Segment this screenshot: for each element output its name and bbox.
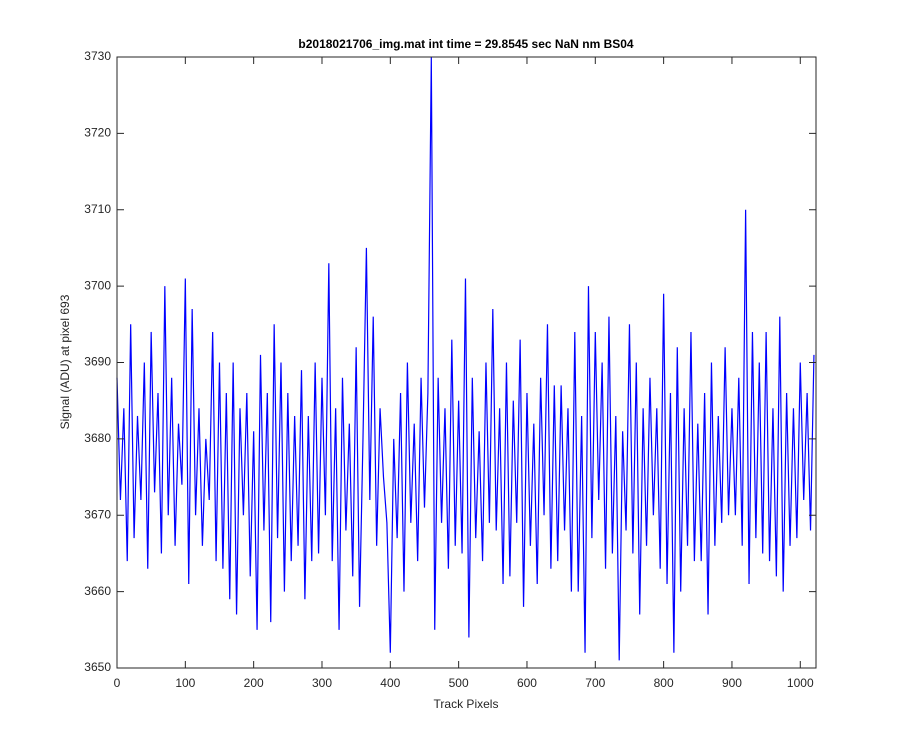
x-tick-label: 500 xyxy=(449,676,469,690)
y-tick-label: 3650 xyxy=(84,660,111,674)
x-axis-label: Track Pixels xyxy=(434,697,499,711)
x-tick-label: 300 xyxy=(312,676,332,690)
data-line xyxy=(116,56,815,661)
x-tick-label: 100 xyxy=(175,676,195,690)
y-axis-label: Signal (ADU) at pixel 693 xyxy=(58,294,72,429)
chart-title: b2018021706_img.mat int time = 29.8545 s… xyxy=(298,37,634,51)
x-tick-label: 600 xyxy=(517,676,537,690)
y-tick-label: 3700 xyxy=(84,278,111,292)
x-tick-label: 200 xyxy=(244,676,264,690)
x-tick-label: 400 xyxy=(380,676,400,690)
y-tick-label: 3730 xyxy=(84,49,111,63)
y-tick-label: 3710 xyxy=(84,202,111,216)
x-tick-label: 700 xyxy=(585,676,605,690)
y-tick-label: 3720 xyxy=(84,126,111,140)
x-tick-label: 0 xyxy=(114,676,121,690)
y-tick-label: 3670 xyxy=(84,507,111,521)
x-tick-label: 1000 xyxy=(787,676,814,690)
y-tick-label: 3660 xyxy=(84,584,111,598)
x-tick-label: 800 xyxy=(654,676,674,690)
y-tick-label: 3690 xyxy=(84,355,111,369)
x-tick-label: 900 xyxy=(722,676,742,690)
y-tick-label: 3680 xyxy=(84,431,111,445)
